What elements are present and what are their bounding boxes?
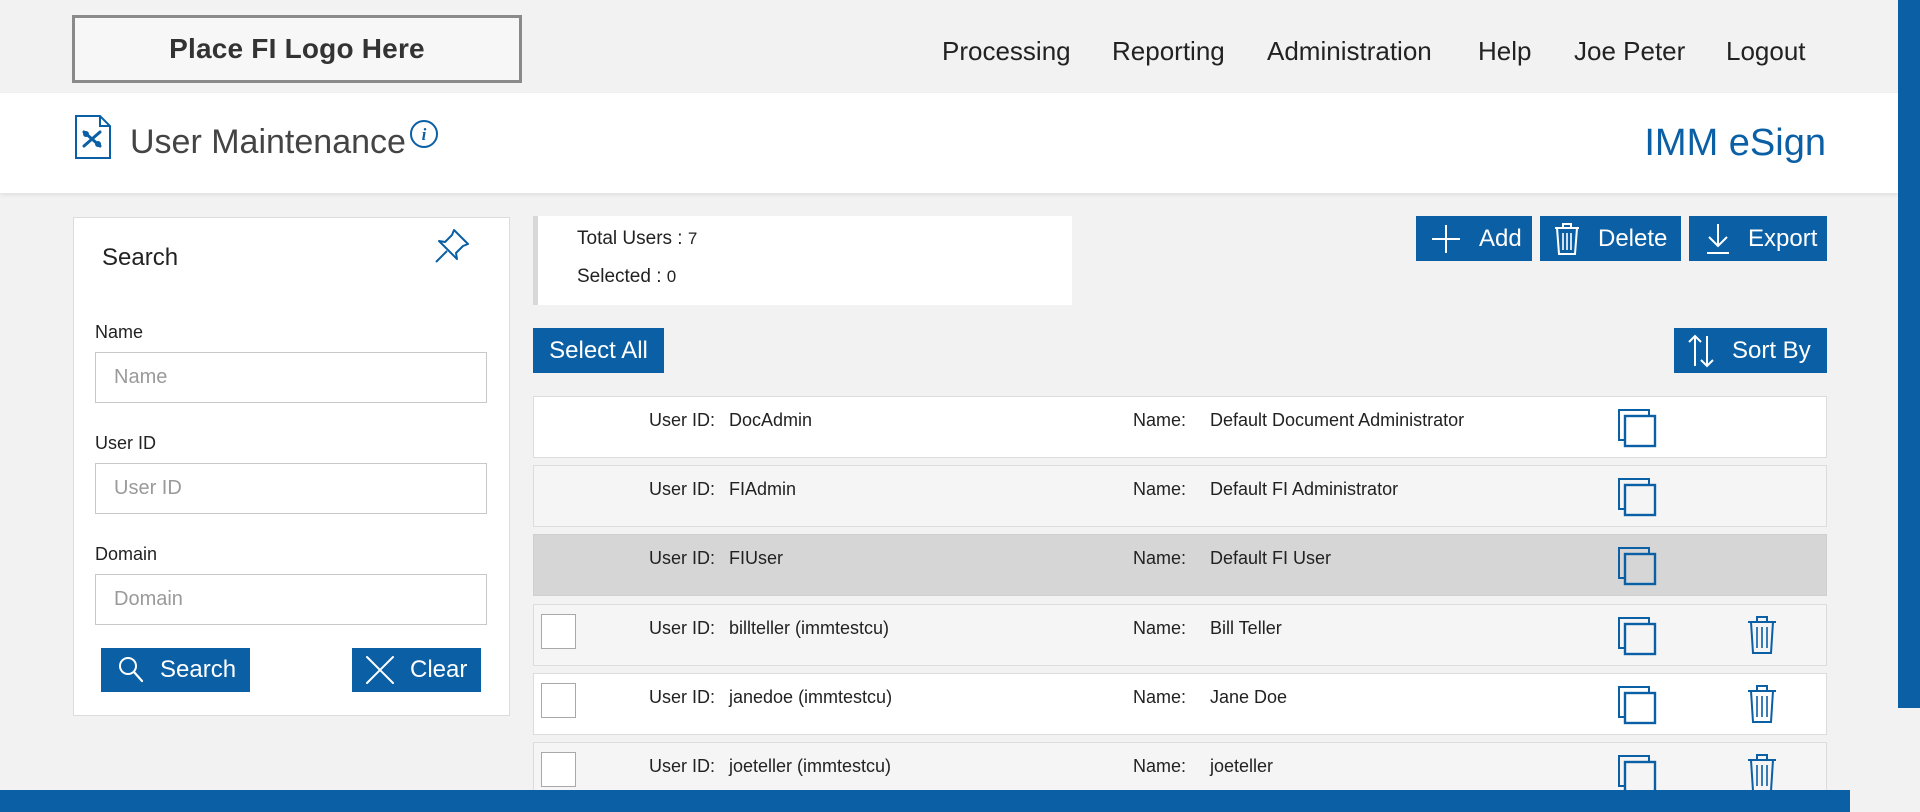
export-button-label: Export: [1748, 224, 1818, 252]
name-value: Bill Teller: [1210, 618, 1282, 638]
user-row[interactable]: User ID: FIUser Name: Default FI User: [533, 534, 1827, 596]
name-label: Name:: [1133, 687, 1187, 707]
name-label: Name:: [1133, 756, 1187, 776]
sort-icon: [1688, 334, 1714, 367]
userid-label: User ID:: [649, 756, 716, 776]
page-title: User Maintenance: [130, 123, 406, 161]
copy-user-icon[interactable]: [1617, 685, 1657, 725]
name-label: Name:: [1133, 618, 1187, 638]
selected-users: Selected : 0: [577, 266, 676, 288]
app-name: IMM eSign: [1644, 122, 1826, 164]
userid-value: FIAdmin: [729, 479, 797, 499]
userid-value: DocAdmin: [729, 410, 813, 430]
userid-label: User ID:: [649, 687, 716, 707]
name-field-label: Name: [95, 322, 144, 342]
add-button-label: Add: [1479, 224, 1522, 252]
logo-text: Place FI Logo Here: [169, 33, 425, 64]
export-button[interactable]: Export: [1689, 216, 1827, 261]
svg-text:i: i: [422, 125, 427, 144]
nav-administration[interactable]: Administration: [1267, 36, 1432, 66]
domain-search-input[interactable]: [95, 574, 487, 625]
userid-label: User ID:: [649, 410, 716, 430]
name-value: Default FI User: [1210, 548, 1332, 568]
nav-reporting[interactable]: Reporting: [1112, 36, 1225, 66]
copy-user-icon[interactable]: [1617, 546, 1657, 586]
user-row[interactable]: User ID: janedoe (immtestcu) Name: Jane Doe: [533, 673, 1827, 735]
row-checkbox[interactable]: [541, 683, 576, 718]
total-users-count: 7: [687, 229, 698, 248]
delete-button-label: Delete: [1598, 224, 1668, 252]
userid-value: billteller (immtestcu): [729, 618, 890, 638]
info-icon[interactable]: i: [409, 119, 439, 149]
userid-value: joeteller (immtestcu): [729, 756, 892, 776]
search-icon: [119, 657, 144, 683]
name-label: Name:: [1133, 548, 1187, 568]
user-summary-box: [533, 216, 1072, 305]
page-header: [0, 93, 1898, 193]
userid-label: User ID:: [649, 479, 716, 499]
search-button[interactable]: Search: [101, 648, 250, 692]
select-all-label: Select All: [549, 336, 648, 364]
userid-field-label: User ID: [95, 433, 157, 453]
delete-users-button[interactable]: Delete: [1540, 216, 1681, 261]
userid-label: User ID:: [649, 618, 716, 638]
sort-by-label: Sort By: [1732, 336, 1811, 364]
sort-by-button[interactable]: Sort By: [1674, 328, 1827, 373]
total-users-label: Total Users :: [577, 228, 688, 249]
total-users: Total Users : 7: [577, 228, 697, 250]
nav-user-profile[interactable]: Joe Peter: [1574, 36, 1686, 66]
row-checkbox[interactable]: [541, 752, 576, 787]
userid-value: janedoe (immtestcu): [729, 687, 893, 707]
select-all-button[interactable]: Select All: [533, 328, 664, 373]
trash-icon: [1555, 222, 1579, 255]
row-checkbox[interactable]: [541, 614, 576, 649]
name-label: Name:: [1133, 479, 1187, 499]
nav-logout[interactable]: Logout: [1726, 36, 1806, 66]
selected-users-label: Selected :: [577, 266, 667, 287]
vertical-scrollbar[interactable]: [1898, 0, 1920, 708]
search-button-label: Search: [160, 656, 237, 683]
copy-user-icon[interactable]: [1617, 754, 1657, 794]
scrollbar-corner: [1850, 790, 1920, 812]
user-row[interactable]: User ID: DocAdmin Name: Default Document Ad…: [533, 396, 1827, 458]
plus-icon: [1432, 224, 1460, 253]
nav-processing[interactable]: Processing: [942, 36, 1071, 66]
nav-help[interactable]: Help: [1478, 36, 1532, 66]
domain-field-label: Domain: [95, 544, 158, 564]
selected-users-count: 0: [666, 267, 677, 286]
name-search-input[interactable]: [95, 352, 487, 403]
name-value: Jane Doe: [1210, 687, 1288, 707]
user-row[interactable]: User ID: FIAdmin Name: Default FI Administr…: [533, 465, 1827, 527]
name-value: Default Document Administrator: [1210, 410, 1465, 430]
download-icon: [1707, 223, 1729, 254]
userid-label: User ID:: [649, 548, 716, 568]
close-icon: [366, 656, 394, 684]
clear-button-label: Clear: [410, 656, 468, 683]
delete-user-icon[interactable]: [1746, 753, 1778, 793]
fi-logo-placeholder[interactable]: Place FI Logo Here: [72, 15, 522, 83]
delete-user-icon[interactable]: [1746, 615, 1778, 655]
name-value: joeteller: [1210, 756, 1274, 776]
copy-user-icon[interactable]: [1617, 616, 1657, 656]
name-value: Default FI Administrator: [1210, 479, 1399, 499]
copy-user-icon[interactable]: [1617, 477, 1657, 517]
userid-search-input[interactable]: [95, 463, 487, 514]
user-row[interactable]: User ID: billteller (immtestcu) Name: Bill …: [533, 604, 1827, 666]
delete-user-icon[interactable]: [1746, 684, 1778, 724]
add-user-button[interactable]: Add: [1416, 216, 1532, 261]
user-maintenance-page-icon: [75, 115, 111, 159]
bottom-horizontal-scrollbar[interactable]: [0, 790, 1850, 812]
search-panel-title: Search: [102, 244, 179, 271]
copy-user-icon[interactable]: [1617, 408, 1657, 448]
pin-icon[interactable]: [432, 226, 472, 266]
clear-button[interactable]: Clear: [352, 648, 481, 692]
name-label: Name:: [1133, 410, 1187, 430]
userid-value: FIUser: [729, 548, 783, 568]
